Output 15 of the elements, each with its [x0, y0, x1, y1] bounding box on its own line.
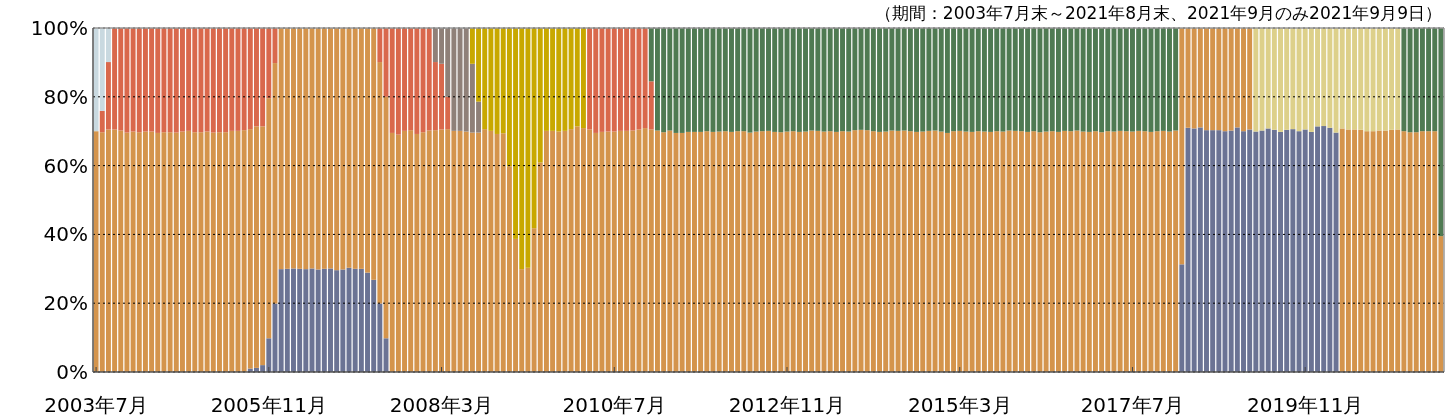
x-tick-label: 2015年3月 — [907, 393, 1012, 416]
y-tick-label: 20% — [43, 291, 88, 316]
x-tick-label: 2017年7月 — [1080, 393, 1185, 416]
chart-subtitle: （期間：2003年7月末～2021年8月末、2021年9月のみ2021年9月9日） — [874, 3, 1442, 23]
y-tick-label: 0% — [56, 360, 88, 384]
x-tick-label: 2012年11月 — [728, 393, 846, 416]
x-tick-label: 2008年3月 — [389, 393, 494, 416]
y-tick-label: 40% — [43, 222, 88, 247]
x-tick-label: 2019年11月 — [1247, 393, 1364, 416]
x-tick-label: 2003年7月 — [44, 393, 148, 416]
y-tick-label: 80% — [43, 84, 88, 109]
y-tick-label: 100% — [30, 16, 88, 40]
y-tick-label: 60% — [43, 153, 88, 178]
x-tick-label: 2010年7月 — [562, 393, 667, 416]
x-tick-label: 2005年11月 — [210, 393, 327, 416]
